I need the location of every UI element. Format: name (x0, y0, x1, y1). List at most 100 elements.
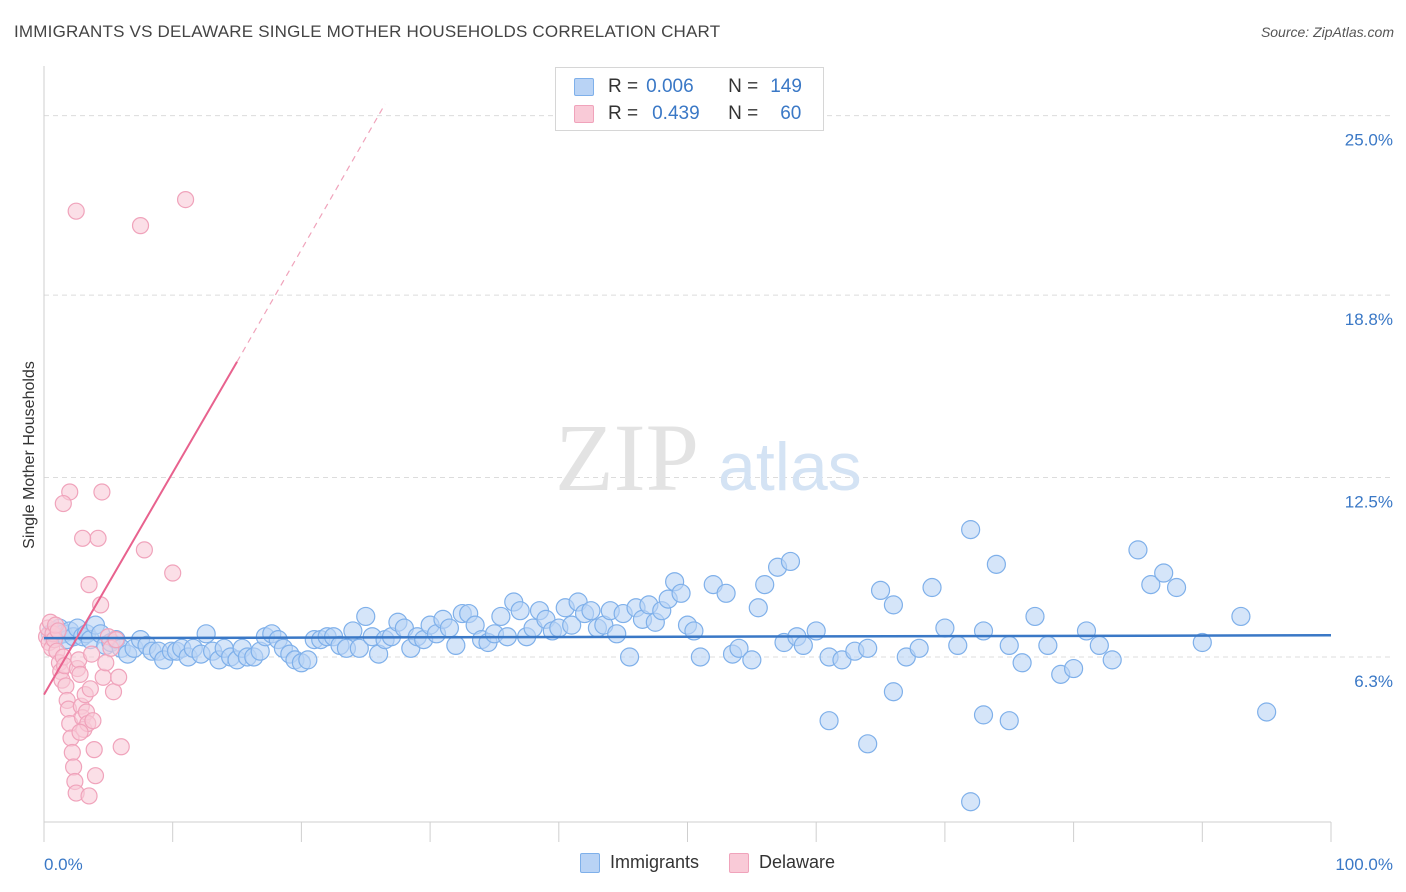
point-delaware (131, 217, 150, 235)
point-immigrants (491, 606, 511, 627)
point-immigrants (883, 682, 904, 702)
legend-n-label: N = (728, 76, 759, 97)
point-immigrants (671, 583, 691, 603)
watermark-zip: ZIP (555, 404, 699, 511)
point-immigrants (793, 635, 813, 656)
point-delaware (110, 668, 128, 686)
bottom-legend: Immigrants Delaware (580, 852, 865, 873)
point-delaware (104, 683, 123, 701)
bottom-legend-immigrants[interactable]: Immigrants (580, 852, 699, 873)
gridlines (44, 115, 1393, 658)
legend-row-delaware: R = 0.439 N = 60 (574, 101, 801, 127)
point-immigrants (1154, 563, 1174, 583)
legend-n-label: N = (728, 103, 759, 124)
point-immigrants (858, 734, 878, 754)
point-delaware (54, 494, 72, 513)
point-delaware (176, 190, 195, 209)
y-tick-label: 12.5% (1345, 493, 1393, 512)
point-immigrants (1257, 702, 1277, 722)
point-delaware (112, 738, 130, 756)
point-delaware (49, 622, 67, 640)
y-tick-label: 18.8% (1345, 310, 1393, 329)
watermark: ZIP atlas (555, 404, 862, 511)
point-immigrants (1076, 621, 1097, 641)
point-immigrants (607, 624, 627, 644)
legend-r-label: R = (608, 103, 639, 124)
trend-extension-delaware (236, 103, 386, 363)
axes (43, 66, 1332, 842)
point-delaware (74, 529, 92, 547)
bottom-legend-label: Delaware (759, 852, 836, 872)
point-delaware (107, 631, 125, 649)
point-immigrants (349, 638, 369, 658)
y-tick-label: 6.3% (1354, 672, 1393, 691)
point-delaware (97, 654, 115, 672)
point-delaware (81, 680, 99, 698)
legend-r-value: 0.439 (652, 103, 700, 124)
watermark-atlas: atlas (718, 429, 862, 505)
point-immigrants (1192, 632, 1212, 653)
point-delaware (67, 202, 85, 220)
point-delaware (83, 645, 101, 663)
legend-n-value: 149 (770, 76, 802, 97)
point-immigrants (439, 618, 460, 638)
bottom-legend-label: Immigrants (610, 852, 700, 872)
legend-swatch-immigrants (574, 78, 594, 96)
point-immigrants (922, 577, 942, 598)
point-delaware (80, 576, 98, 594)
point-immigrants (356, 606, 376, 627)
point-immigrants (1012, 653, 1032, 673)
point-immigrants (716, 583, 736, 603)
point-immigrants (870, 580, 891, 601)
point-immigrants (581, 601, 601, 621)
chart-title: IMMIGRANTS VS DELAWARE SINGLE MOTHER HOU… (14, 22, 721, 41)
point-immigrants (780, 551, 801, 572)
point-immigrants (858, 638, 878, 658)
point-delaware (71, 723, 89, 741)
point-delaware (164, 564, 182, 582)
point-immigrants (961, 520, 981, 540)
source-credit: Source: ZipAtlas.com (1260, 24, 1394, 40)
point-delaware (71, 665, 89, 683)
legend-n-value: 60 (780, 103, 802, 124)
legend: R = 0.006 N = 149 R = 0.439 N = 60 (555, 67, 824, 131)
point-delaware (94, 668, 112, 686)
bottom-legend-swatch-immigrants (580, 852, 600, 873)
point-delaware (89, 529, 107, 547)
point-immigrants (999, 635, 1019, 656)
point-immigrants (196, 624, 216, 644)
point-delaware (93, 483, 111, 501)
tick-labels: 6.3% 12.5% 18.8% 25.0% 0.0% 100.0% (44, 131, 1393, 874)
point-immigrants (883, 595, 904, 615)
point-delaware (65, 758, 83, 776)
point-immigrants (619, 647, 640, 667)
point-immigrants (961, 792, 981, 812)
point-immigrants (1141, 575, 1161, 595)
x-tick-label: 0.0% (44, 855, 83, 874)
point-immigrants (748, 598, 768, 618)
point-immigrants (1038, 635, 1058, 656)
point-immigrants (510, 601, 530, 621)
point-immigrants (690, 647, 710, 667)
y-tick-label: 25.0% (1345, 131, 1393, 150)
point-immigrants (999, 711, 1019, 731)
legend-row-immigrants: R = 0.006 N = 149 (574, 74, 802, 100)
point-immigrants (1063, 658, 1084, 679)
point-delaware (86, 767, 105, 785)
point-immigrants (1102, 650, 1122, 670)
point-delaware (135, 541, 153, 559)
bottom-legend-delaware[interactable]: Delaware (729, 852, 835, 873)
point-immigrants (948, 635, 968, 656)
point-delaware (63, 743, 81, 762)
legend-r-value: 0.006 (646, 76, 694, 97)
x-tick-label: 100.0% (1335, 855, 1393, 874)
point-immigrants (909, 638, 929, 658)
point-immigrants (986, 554, 1006, 574)
bottom-legend-swatch-delaware (729, 852, 750, 873)
legend-r-label: R = (608, 76, 639, 97)
point-immigrants (1025, 606, 1045, 627)
point-immigrants (446, 635, 466, 656)
point-delaware (84, 712, 102, 730)
point-immigrants (1128, 540, 1148, 560)
